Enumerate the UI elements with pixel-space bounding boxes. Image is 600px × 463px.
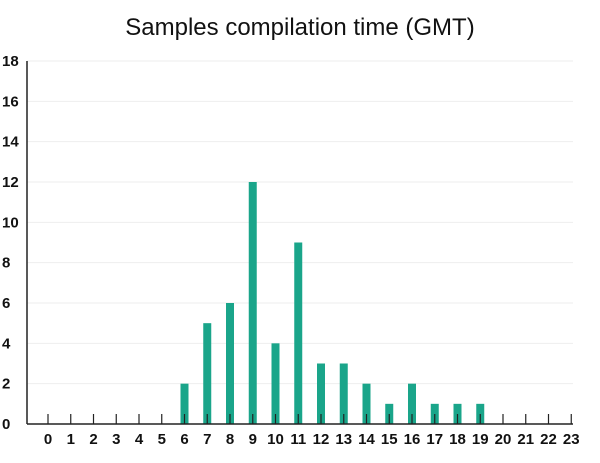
x-tick-label-21: 21 <box>517 431 534 448</box>
bar-8 <box>226 303 234 424</box>
bar-16 <box>408 383 416 424</box>
bar-10 <box>271 343 280 424</box>
y-tick-label-4: 4 <box>2 335 11 352</box>
x-tick-label-19: 19 <box>472 431 489 448</box>
y-tick-label-16: 16 <box>2 93 19 110</box>
y-tick-label-2: 2 <box>2 376 10 393</box>
x-tick-label-15: 15 <box>381 431 398 448</box>
x-tick-label-9: 9 <box>249 431 257 448</box>
bar-14 <box>362 383 371 424</box>
x-tick-label-16: 16 <box>404 431 421 448</box>
bar-12 <box>317 363 325 424</box>
x-tick-label-3: 3 <box>112 431 120 448</box>
x-tick-label-2: 2 <box>89 431 97 448</box>
bars <box>180 182 485 424</box>
chart-title: Samples compilation time (GMT) <box>125 14 475 41</box>
y-tick-label-12: 12 <box>2 174 19 191</box>
bar-15 <box>385 403 394 424</box>
bar-6 <box>180 383 189 424</box>
bar-13 <box>339 363 348 424</box>
x-tick-label-6: 6 <box>180 431 188 448</box>
y-tick-label-18: 18 <box>2 53 19 70</box>
x-tick-label-13: 13 <box>335 431 352 448</box>
x-tick-label-7: 7 <box>203 431 211 448</box>
x-tick-label-4: 4 <box>135 431 144 448</box>
y-tick-label-0: 0 <box>2 416 10 433</box>
bar-7 <box>203 323 212 424</box>
y-tick-label-10: 10 <box>2 214 19 231</box>
x-tick-label-12: 12 <box>313 431 330 448</box>
x-tick-label-18: 18 <box>449 431 466 448</box>
x-tick-label-22: 22 <box>540 431 557 448</box>
x-tick-label-17: 17 <box>426 431 443 448</box>
x-axis-ticks: 0 1 2 3 4 5 6 7 8 9 10 11 12 13 14 15 16 17 18 19 20 21 22 23 <box>44 414 580 448</box>
x-tick-label-8: 8 <box>226 431 234 448</box>
x-tick-label-5: 5 <box>158 431 166 448</box>
bar-19 <box>476 403 485 424</box>
x-tick-label-1: 1 <box>67 431 75 448</box>
x-tick-label-0: 0 <box>44 431 52 448</box>
y-axis-ticks: 0 2 4 6 8 10 12 14 16 18 <box>2 53 19 433</box>
x-tick-label-11: 11 <box>290 431 306 448</box>
bar-9 <box>248 182 257 424</box>
y-tick-label-6: 6 <box>2 295 10 312</box>
bar-17 <box>430 403 439 424</box>
x-tick-label-10: 10 <box>267 431 284 448</box>
bar-18 <box>453 403 462 424</box>
x-tick-label-23: 23 <box>563 431 580 448</box>
bar-11 <box>294 242 303 424</box>
y-tick-label-14: 14 <box>2 134 19 151</box>
y-tick-label-8: 8 <box>2 255 10 272</box>
x-tick-label-14: 14 <box>358 431 375 448</box>
x-tick-label-20: 20 <box>495 431 512 448</box>
